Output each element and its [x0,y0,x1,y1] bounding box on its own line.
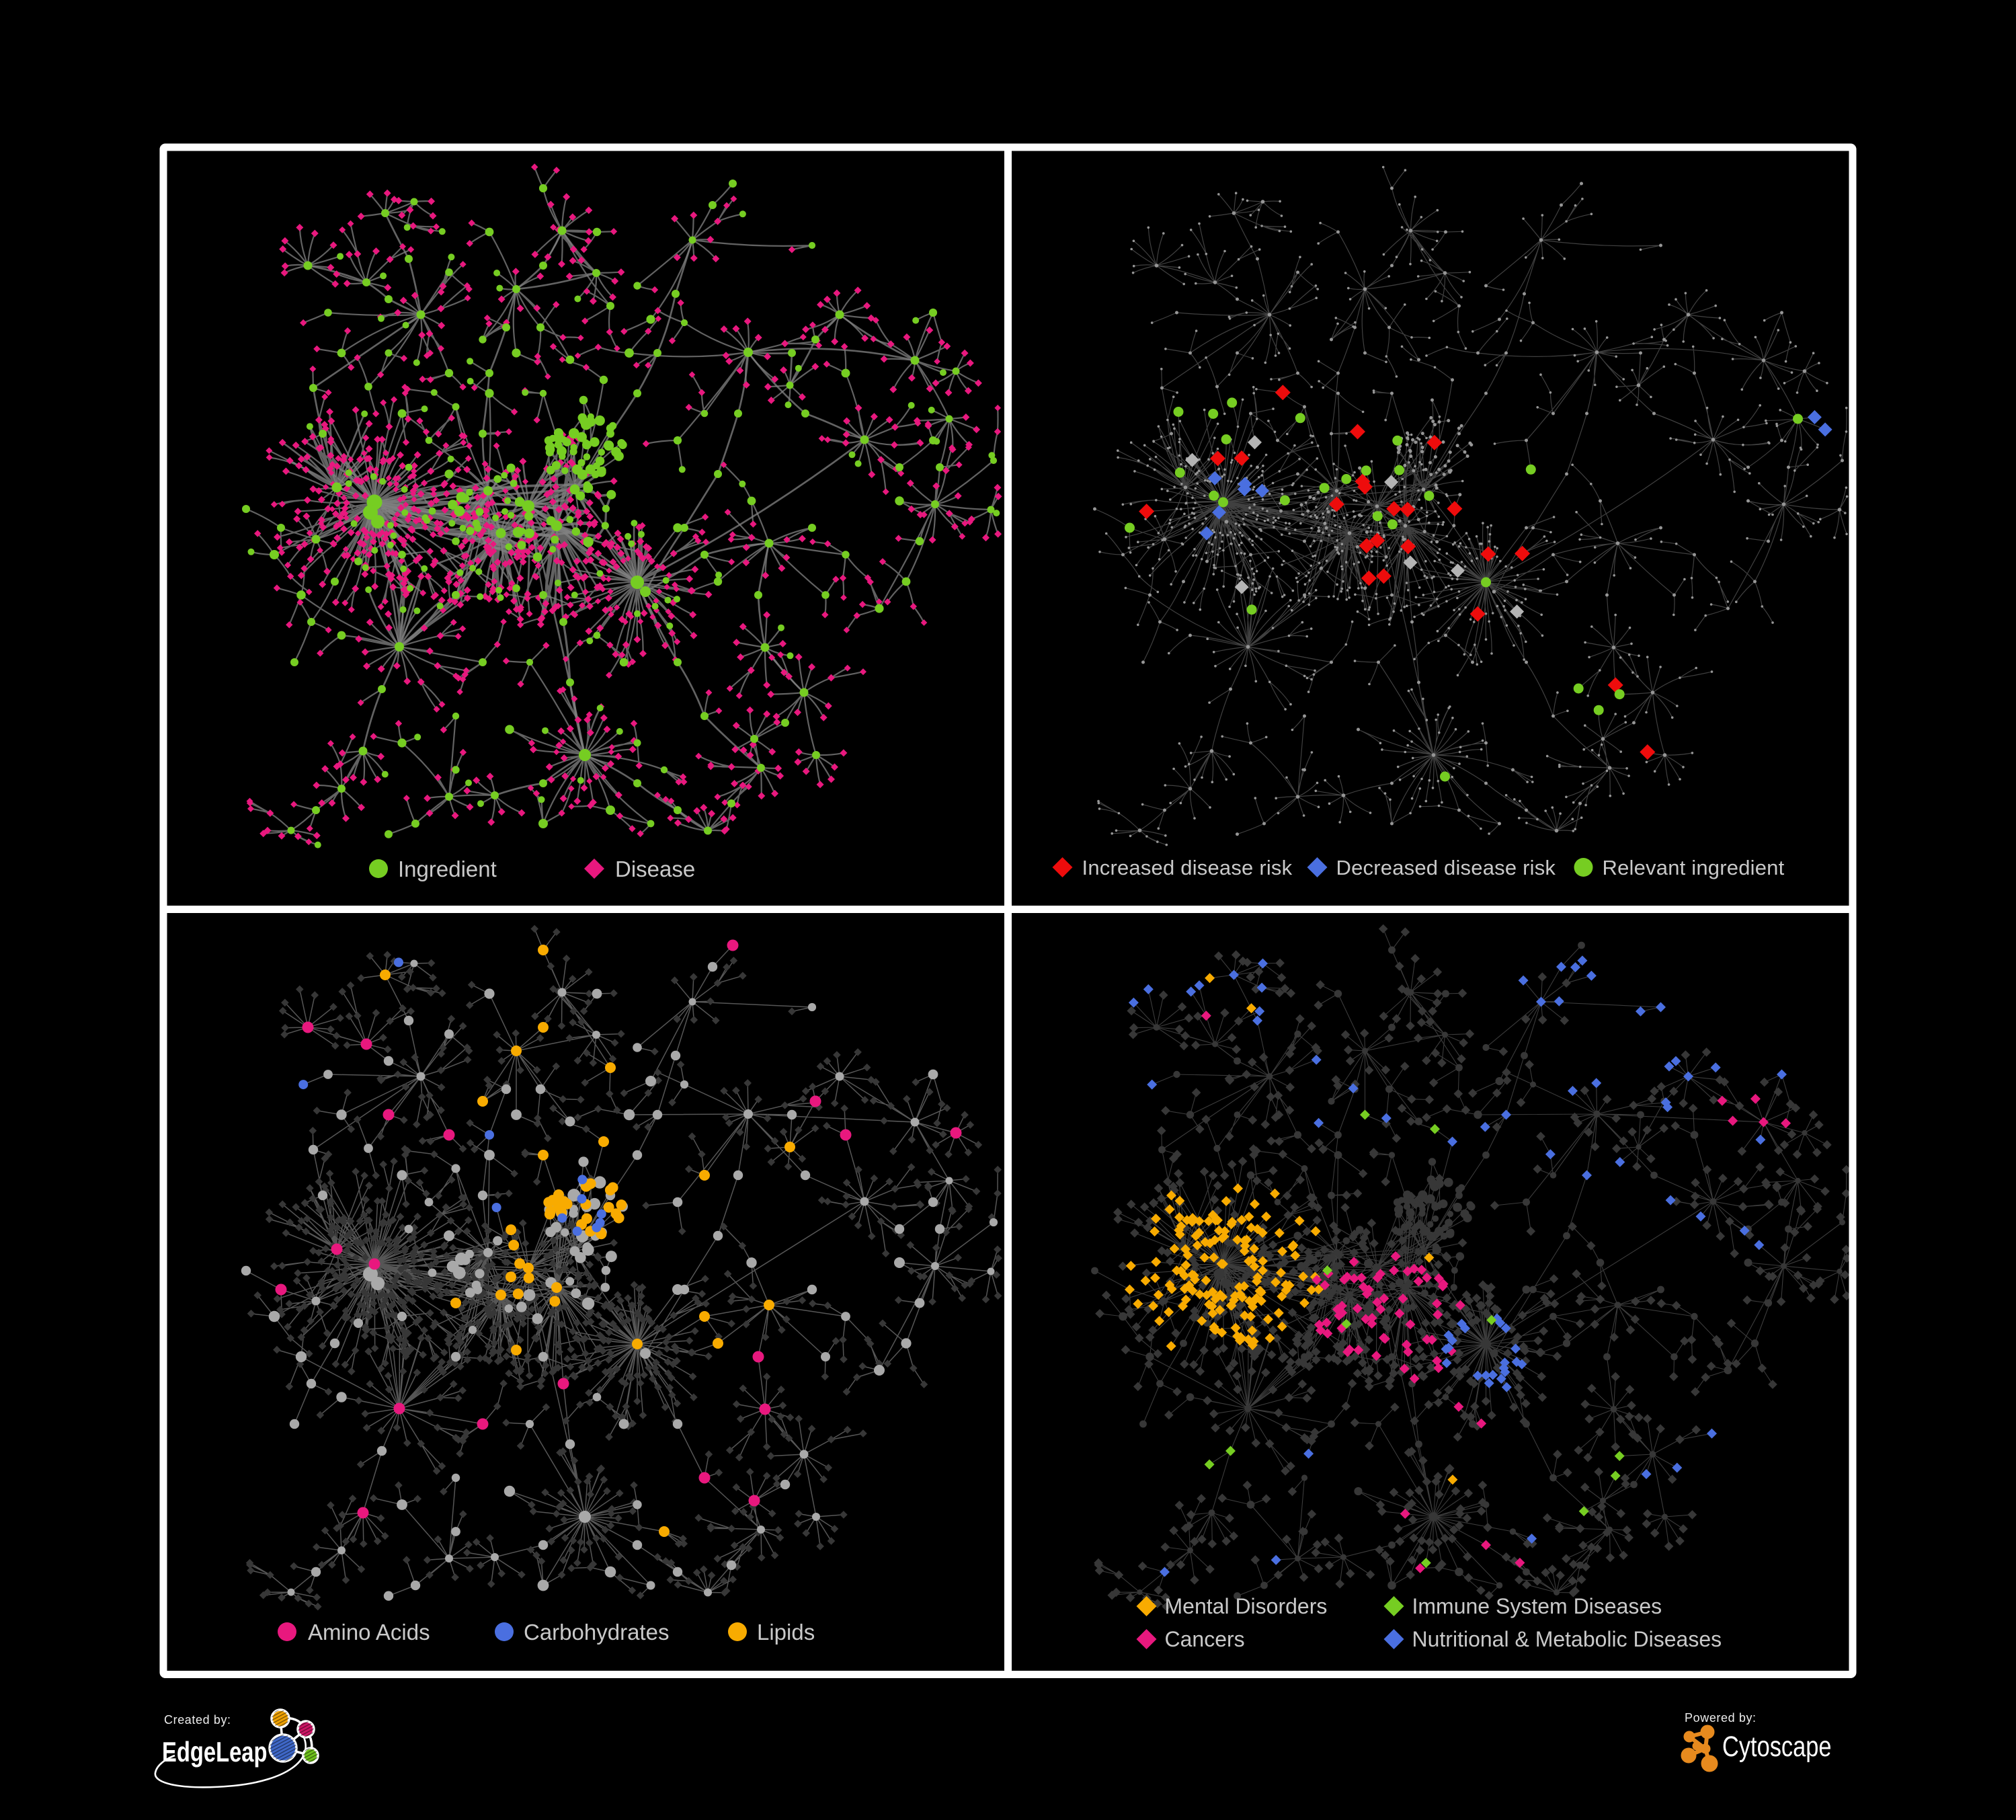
svg-text:Increased disease risk: Increased disease risk [1082,856,1293,879]
svg-text:Decreased disease risk: Decreased disease risk [1336,856,1556,879]
svg-text:Immune System Diseases: Immune System Diseases [1412,1594,1662,1618]
svg-text:EdgeLeap: EdgeLeap [162,1736,268,1768]
svg-text:Lipids: Lipids [757,1620,815,1645]
svg-text:Amino Acids: Amino Acids [308,1620,430,1645]
svg-text:Disease: Disease [615,857,695,881]
svg-text:Cancers: Cancers [1165,1627,1245,1651]
svg-text:Ingredient: Ingredient [398,857,497,881]
svg-text:Powered by:: Powered by: [1685,1711,1757,1725]
svg-text:Created by:: Created by: [164,1713,231,1727]
svg-text:Nutritional & Metabolic Diseas: Nutritional & Metabolic Diseases [1412,1627,1722,1651]
svg-text:Relevant ingredient: Relevant ingredient [1603,856,1785,879]
svg-text:Mental Disorders: Mental Disorders [1165,1594,1328,1618]
svg-text:Carbohydrates: Carbohydrates [524,1620,669,1645]
svg-text:Cytoscape: Cytoscape [1722,1731,1831,1762]
